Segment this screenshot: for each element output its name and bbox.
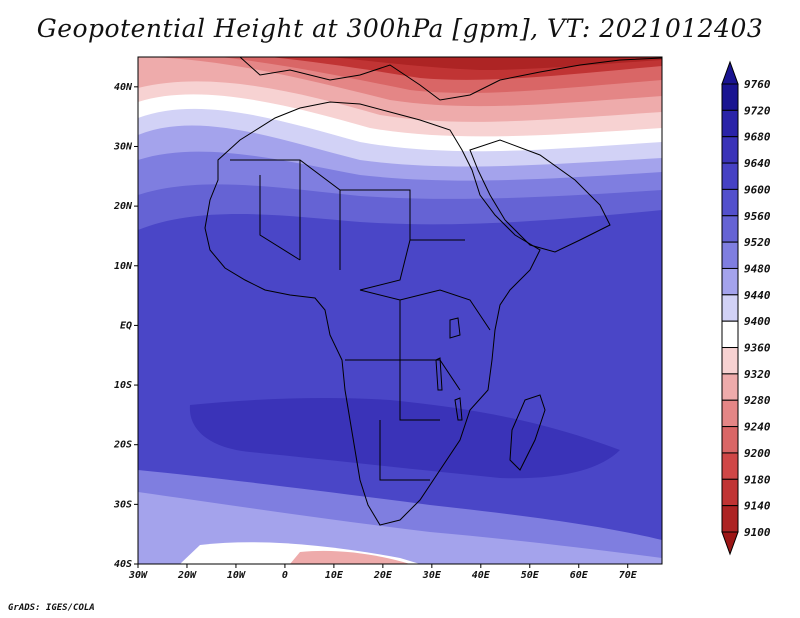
geopotential-field (138, 57, 662, 564)
colorbar-label: 9600 (744, 183, 771, 196)
madagascar-outline (509, 394, 546, 471)
lat-tick-label: 30S (113, 499, 132, 510)
colorbar-label: 9100 (744, 526, 771, 539)
lon-tick-label: 70E (619, 570, 638, 581)
borders-north (230, 159, 465, 291)
lat-tick-label: 20N (113, 201, 133, 212)
colorbar-segment (721, 188, 739, 217)
africa-coastline (204, 101, 541, 526)
grads-credit: GrADS: IGES/COLA (8, 603, 95, 613)
colorbar-segment (721, 215, 739, 243)
colorbar-label: 9360 (744, 342, 771, 355)
lon-tick-label: 60E (570, 570, 589, 581)
colorbar-segment (721, 320, 739, 349)
lat-tick-label: 10N (114, 261, 133, 272)
lat-tick-label: 40S (114, 559, 132, 570)
colorbar: 9760 9720 9680 9640 9600 9560 9520 9480 9440 9400… (721, 60, 771, 556)
lon-tick-label: 40E (472, 570, 491, 581)
colorbar-label: 9200 (744, 447, 771, 460)
colorbar-label: 9320 (744, 368, 771, 381)
colorbar-segment (721, 162, 739, 190)
colorbar-label: 9720 (744, 104, 771, 117)
lat-tick-label: EQ (120, 320, 132, 331)
colorbar-top-arrow (721, 60, 739, 85)
lon-tick-label: 20E (373, 570, 393, 581)
field-south-dark (189, 397, 620, 479)
map-title: Geopotential Height at 300hPa [gpm], VT:… (36, 14, 764, 43)
colorbar-segment (721, 83, 739, 111)
lat-tick-label: 30N (113, 141, 133, 152)
colorbar-label: 9480 (744, 262, 771, 275)
lon-tick-label: 0 (282, 570, 288, 581)
colorbar-segment (721, 294, 739, 322)
lon-tick-label: 10E (325, 570, 344, 581)
field-south-red (290, 550, 410, 564)
longitude-axis: 30W 20W 10W 0 10E 20E 30E 40E 50E 60E 70E (128, 564, 638, 581)
colorbar-label: 9140 (744, 500, 771, 513)
colorbar-label: 9760 (744, 78, 771, 91)
colorbar-segment (721, 452, 739, 480)
colorbar-label: 9400 (744, 315, 771, 328)
coastlines (204, 57, 662, 526)
europe-coastline (239, 57, 662, 101)
colorbar-label: 9640 (744, 157, 771, 170)
lon-tick-label: 10W (227, 570, 246, 581)
colorbar-segment (721, 347, 739, 375)
lon-tick-label: 50E (521, 570, 540, 581)
arabia-coastline (469, 139, 611, 253)
map-frame (137, 56, 663, 565)
colorbar-label: 9280 (744, 394, 771, 407)
colorbar-segment (721, 399, 739, 428)
lon-tick-label: 30W (128, 570, 148, 581)
colorbar-label: 9680 (744, 131, 771, 144)
colorbar-label: 9180 (744, 473, 771, 486)
great-lakes (435, 317, 463, 421)
colorbar-segment (721, 267, 739, 296)
colorbar-segment (721, 136, 739, 164)
colorbar-segment (721, 241, 739, 269)
colorbar-segment (721, 109, 739, 138)
borders-central (345, 289, 491, 481)
colorbar-label: 9560 (744, 210, 771, 223)
colorbar-segment (721, 373, 739, 401)
lon-tick-label: 20W (177, 570, 197, 581)
colorbar-label: 9520 (744, 236, 771, 249)
lat-tick-label: 40N (114, 82, 133, 93)
colorbar-segment (721, 478, 739, 507)
colorbar-segment (721, 505, 739, 533)
colorbar-label: 9440 (744, 289, 771, 302)
latitude-axis: 40N 30N 20N 10N EQ 10S 20S 30S 40S (113, 82, 138, 570)
colorbar-label: 9240 (744, 421, 771, 434)
lat-tick-label: 20S (113, 440, 132, 451)
colorbar-bottom-arrow (721, 531, 739, 556)
colorbar-segment (721, 426, 739, 454)
lat-tick-label: 10S (114, 380, 132, 391)
lon-tick-label: 30E (422, 570, 442, 581)
field-band-9140 (330, 57, 662, 70)
